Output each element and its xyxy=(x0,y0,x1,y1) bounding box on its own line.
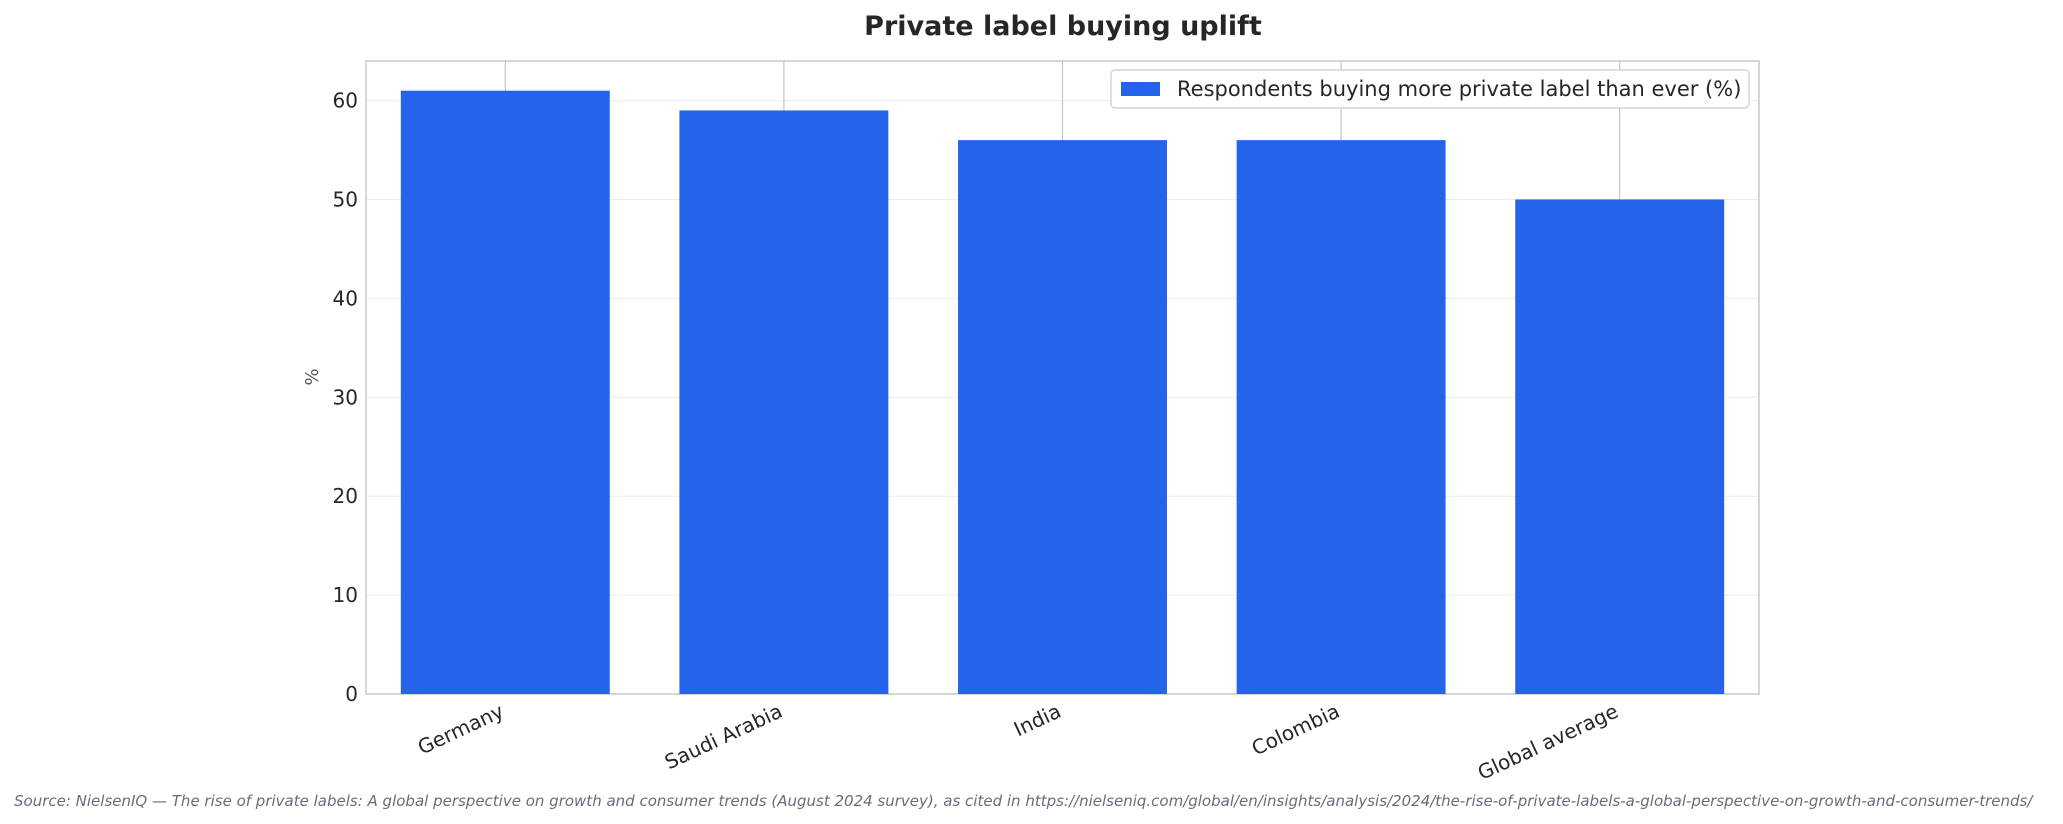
bars xyxy=(400,90,1725,694)
source-note: Source: NielsenIQ — The rise of private … xyxy=(14,792,2034,810)
y-tick-label: 50 xyxy=(333,187,358,211)
y-tick-label: 20 xyxy=(333,484,358,508)
legend: Respondents buying more private label th… xyxy=(1110,69,1750,109)
x-axis-ticks: Germany Saudi Arabia India Colombia Global a… xyxy=(414,699,1622,785)
y-axis-ticks: 0 10 20 30 40 50 60 xyxy=(333,89,358,706)
x-tick-label: Saudi Arabia xyxy=(661,699,786,774)
legend-box xyxy=(1110,69,1750,109)
x-tick-label: India xyxy=(1010,699,1065,741)
bar xyxy=(400,90,610,694)
x-tick-label: Germany xyxy=(414,699,508,760)
chart-title: Private label buying uplift xyxy=(864,11,1262,42)
legend-label: Respondents buying more private label th… xyxy=(1177,77,1741,101)
legend-swatch xyxy=(1121,82,1160,96)
bar xyxy=(1236,140,1446,694)
y-tick-label: 40 xyxy=(333,286,358,310)
y-tick-label: 60 xyxy=(333,89,358,113)
bar xyxy=(679,110,889,694)
x-tick-label: Global average xyxy=(1474,699,1622,785)
x-tick-label: Colombia xyxy=(1248,699,1343,760)
y-tick-label: 30 xyxy=(333,385,358,409)
bar xyxy=(1515,199,1725,694)
y-tick-label: 10 xyxy=(333,583,358,607)
y-tick-label: 0 xyxy=(345,682,358,706)
bar xyxy=(958,140,1167,694)
y-axis-label: % xyxy=(302,368,323,385)
